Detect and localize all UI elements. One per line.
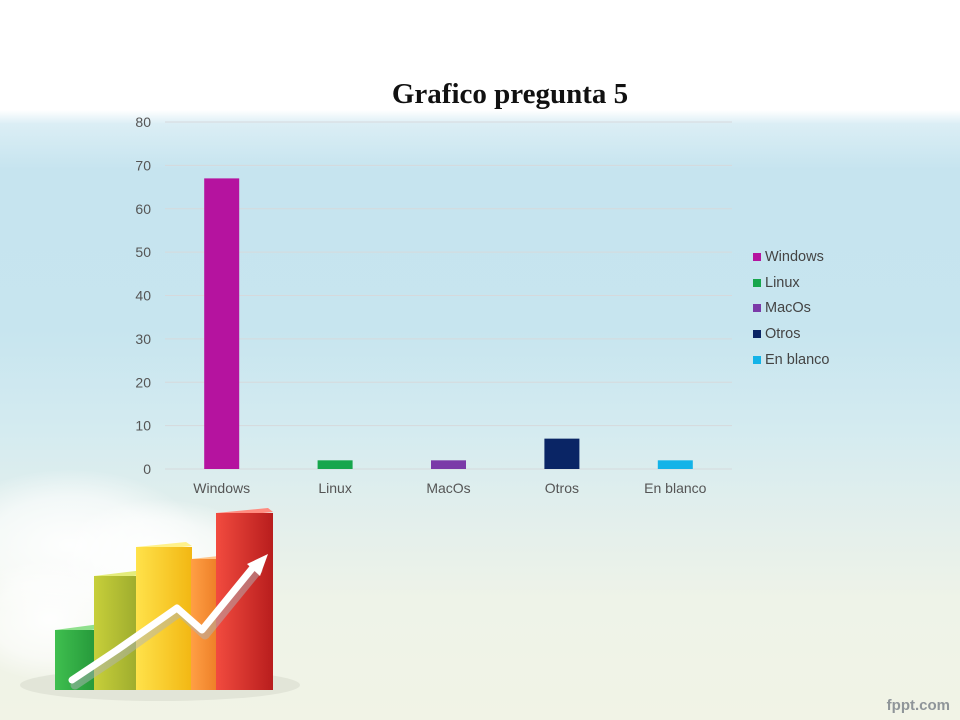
y-tick-label: 30: [135, 331, 151, 347]
x-axis-categories: Windows Linux MacOs Otros En blanco: [193, 480, 706, 496]
bar-otros: [544, 438, 580, 469]
gridlines: [165, 121, 732, 470]
legend-label: Otros: [765, 325, 801, 342]
legend-item: En blanco: [753, 347, 830, 373]
bars: [204, 178, 693, 469]
y-tick-label: 20: [135, 374, 151, 390]
legend-swatch: [753, 252, 761, 261]
legend-label: Linux: [765, 274, 800, 291]
y-tick-label: 60: [135, 201, 151, 217]
brand-watermark: fppt.com: [886, 697, 950, 714]
chart-title: Grafico pregunta 5: [391, 78, 629, 110]
y-tick-label: 70: [135, 157, 151, 173]
legend-item: Linux: [753, 270, 830, 296]
legend-swatch: [753, 304, 761, 313]
chart-legend: Windows Linux MacOs Otros En blanco: [753, 244, 830, 372]
y-tick-label: 40: [135, 288, 151, 304]
bar-linux: [317, 460, 353, 469]
y-tick-label: 0: [143, 461, 151, 477]
x-category-label: En blanco: [644, 480, 706, 496]
bar-windows: [204, 178, 240, 469]
legend-swatch: [753, 355, 761, 364]
legend-item: MacOs: [753, 295, 830, 321]
y-tick-label: 10: [135, 418, 151, 434]
y-tick-label: 80: [135, 114, 151, 130]
growth-bar-chart-3d-icon: [20, 508, 300, 701]
legend-label: En blanco: [765, 351, 830, 368]
x-category-label: Windows: [193, 480, 250, 496]
y-tick-label: 50: [135, 244, 151, 260]
x-category-label: Linux: [318, 480, 351, 496]
legend-item: Windows: [753, 244, 830, 270]
legend-label: MacOs: [765, 300, 811, 317]
legend-item: Otros: [753, 321, 830, 347]
x-category-label: Otros: [545, 480, 579, 496]
legend-swatch: [753, 278, 761, 287]
bar-en-blanco: [657, 460, 693, 469]
y-axis-ticks: 0 10 20 30 40 50 60 70 80: [135, 114, 151, 477]
bar-macos: [431, 460, 466, 469]
legend-label: Windows: [765, 248, 824, 265]
legend-swatch: [753, 329, 761, 338]
x-category-label: MacOs: [426, 480, 470, 496]
